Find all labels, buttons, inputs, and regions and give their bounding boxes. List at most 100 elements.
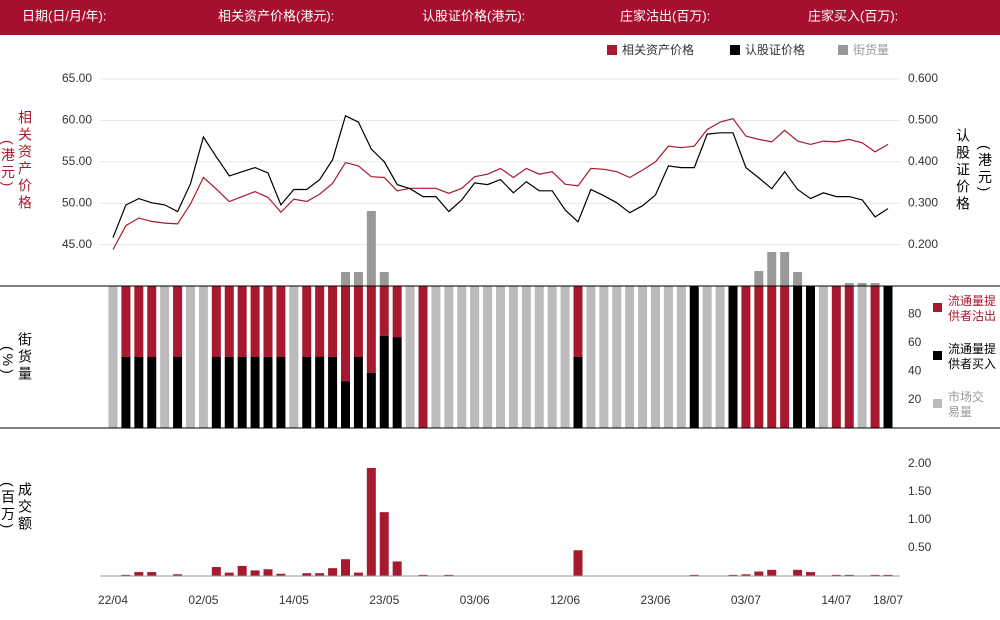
x-tick-label: 14/07 (821, 593, 851, 607)
stack-bar (134, 357, 144, 428)
bar (793, 569, 803, 576)
header-field: 认股证价格(港元): (422, 8, 525, 23)
bar (211, 567, 221, 576)
street-bar (857, 283, 867, 286)
stack-bar (173, 286, 183, 357)
y-tick-label: 1.50 (908, 484, 932, 498)
stack-bar (211, 286, 221, 357)
stack-bar (870, 286, 880, 428)
y-unit: (%) (0, 346, 16, 377)
stack-bar (883, 286, 893, 428)
x-tick-label: 23/05 (369, 593, 399, 607)
y2-tick-label: 0.300 (908, 195, 938, 209)
stack-bar (379, 286, 389, 336)
stack-bar (315, 357, 325, 428)
header-field: 日期(日/月/年): (22, 8, 107, 23)
y2-unit: (港元) (977, 145, 993, 195)
stack-bar (638, 286, 648, 428)
stack-bar (224, 357, 234, 428)
y-tick-label: 55.00 (62, 154, 92, 168)
bar (418, 574, 428, 576)
stack-bar (754, 286, 764, 428)
stack-bar (392, 337, 402, 428)
stack-bar (263, 357, 273, 428)
bar (341, 559, 350, 576)
legend-swatch (933, 351, 942, 360)
bar (754, 571, 764, 576)
legend-swatch (933, 303, 942, 312)
stack-bar (780, 286, 790, 428)
bar (379, 512, 389, 576)
y2-label: 认股证价格 (955, 128, 971, 213)
stack-bar (534, 286, 544, 428)
stack-bar (573, 357, 583, 428)
stack-bar (508, 286, 518, 428)
y-unit: (百万) (0, 482, 16, 532)
y-tick-label: 1.00 (908, 512, 932, 526)
stack-bar (328, 357, 338, 428)
stack-bar (353, 357, 363, 428)
legend-swatch (730, 45, 740, 55)
bar (844, 574, 854, 576)
street-bar (844, 283, 854, 286)
stack-bar (224, 286, 234, 357)
y-tick-label: 2.00 (908, 456, 932, 470)
stack-bar (263, 286, 273, 357)
stack-bar (198, 286, 208, 428)
stack-bar (276, 286, 286, 357)
street-bar (366, 211, 376, 286)
bar (573, 550, 583, 576)
y-tick-label: 20 (908, 392, 922, 406)
bar (263, 569, 273, 576)
street-bar (754, 271, 764, 286)
street-bar (767, 252, 777, 286)
stack-bar (728, 286, 738, 428)
street-bar (379, 272, 389, 286)
stack-bar (844, 286, 854, 428)
legend-text: 流通量提供者沽出 (948, 294, 997, 323)
bar (767, 569, 777, 576)
stack-bar (457, 286, 467, 428)
stack-bar (405, 286, 415, 428)
bar (250, 570, 260, 576)
stack-bar (857, 286, 867, 428)
stack-bar (521, 286, 531, 428)
y-tick-label: 40 (908, 363, 922, 377)
line (112, 118, 889, 250)
y2-tick-label: 0.500 (908, 113, 938, 127)
stack-bar (599, 286, 609, 428)
legend-swatch (838, 45, 848, 55)
stack-bar (186, 286, 195, 428)
legend-text: 街货量 (853, 42, 889, 57)
bar (315, 573, 325, 576)
stack-bar (379, 335, 389, 428)
stack-bar (418, 286, 428, 428)
bar (121, 574, 131, 576)
x-tick-label: 12/06 (550, 593, 580, 607)
x-tick-label: 02/05 (188, 593, 218, 607)
y-label: 成交额 (17, 482, 33, 533)
bar (173, 574, 183, 576)
stack-bar (586, 286, 596, 428)
stack-bar (651, 286, 660, 428)
stack-bar (134, 286, 144, 357)
stack-bar (831, 286, 841, 428)
legend-text: 认股证价格 (745, 42, 805, 57)
stack-bar (315, 286, 325, 357)
x-tick-label: 03/07 (731, 593, 761, 607)
bar (883, 574, 893, 576)
x-tick-label: 22/04 (98, 593, 128, 607)
bar (831, 574, 841, 576)
stack-bar (612, 286, 622, 428)
stack-bar (625, 286, 635, 428)
stack-bar (818, 286, 828, 428)
stack-bar (250, 286, 260, 357)
y-tick-label: 65.00 (62, 71, 92, 85)
stack-bar (237, 286, 247, 357)
bar (353, 572, 363, 576)
y2-tick-label: 0.400 (908, 154, 938, 168)
stack-bar (793, 286, 803, 428)
stack-bar (741, 286, 751, 428)
bar (806, 572, 815, 576)
